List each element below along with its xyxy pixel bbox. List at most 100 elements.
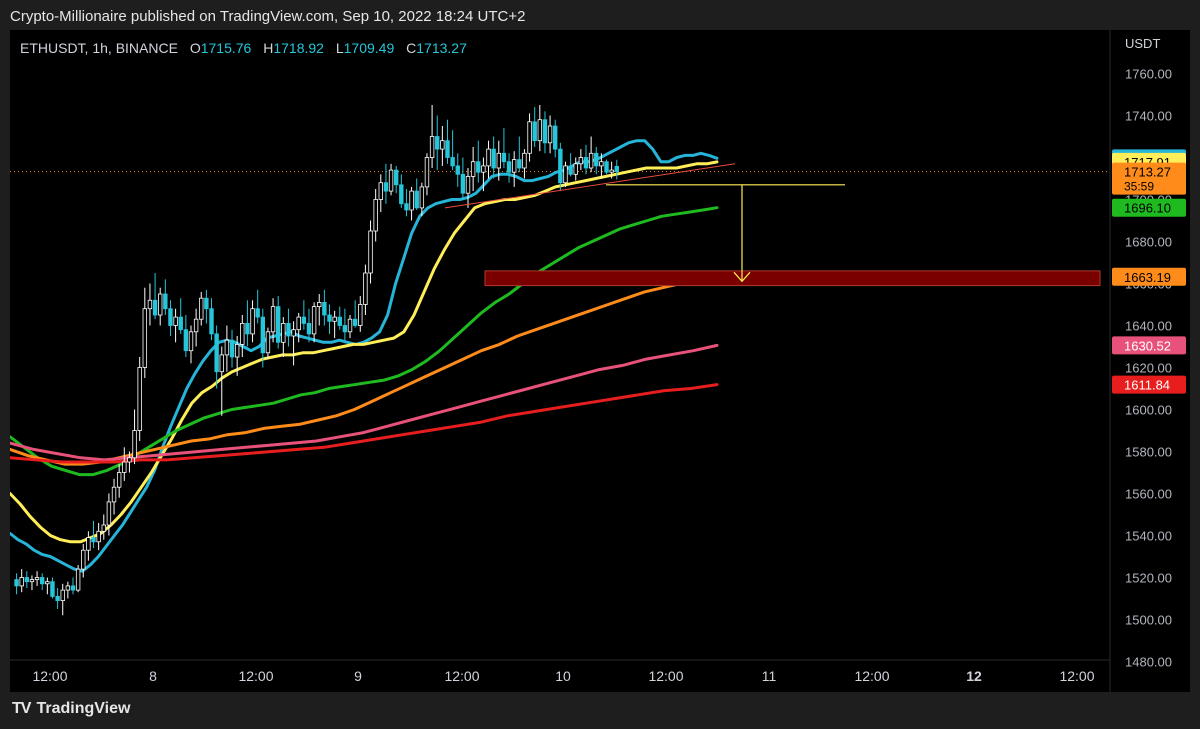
candle xyxy=(14,573,19,595)
candle xyxy=(214,325,219,389)
candle xyxy=(429,105,435,168)
candle-body xyxy=(563,165,568,184)
candle xyxy=(470,147,476,192)
high-value: 1718.92 xyxy=(273,40,324,56)
candle xyxy=(609,161,614,179)
candle-body xyxy=(132,430,137,459)
candle-body xyxy=(594,152,599,167)
ema-line-6 xyxy=(10,383,719,464)
candle xyxy=(460,157,466,200)
x-tick-label: 12:00 xyxy=(32,668,67,684)
candle-body xyxy=(414,190,419,209)
candle xyxy=(142,287,148,378)
candle xyxy=(178,298,183,334)
candle-body xyxy=(553,125,558,150)
candle xyxy=(219,346,224,416)
candle xyxy=(106,493,112,536)
candle-body xyxy=(399,184,404,205)
close-value: 1713.27 xyxy=(416,40,467,56)
candle xyxy=(476,140,481,183)
candle-body xyxy=(183,329,189,352)
candle-body xyxy=(55,596,60,602)
candle xyxy=(517,136,522,173)
candle xyxy=(40,573,45,591)
candle xyxy=(399,174,404,208)
price-label-6-bg xyxy=(1112,375,1186,394)
y-tick-label: 1740.00 xyxy=(1125,109,1172,124)
candle-body xyxy=(470,161,476,177)
y-tick-label: 1680.00 xyxy=(1125,235,1172,250)
candle xyxy=(542,111,548,154)
candle-body xyxy=(429,136,435,158)
candle xyxy=(286,308,291,347)
candle-body xyxy=(440,140,445,150)
candle-body xyxy=(14,579,19,587)
symbol-name[interactable]: ETHUSDT, 1h, BINANCE xyxy=(20,40,178,56)
candle xyxy=(414,178,419,210)
candle-body xyxy=(517,159,522,169)
price-label-3-bg xyxy=(1112,198,1186,217)
candle xyxy=(337,306,342,330)
candle-body xyxy=(476,161,481,173)
candle xyxy=(158,287,163,326)
candle-body xyxy=(404,203,409,211)
y-tick-label: 1760.00 xyxy=(1125,67,1172,82)
candle-body xyxy=(491,148,496,169)
tradingview-logo[interactable]: TV TradingView xyxy=(12,700,130,718)
low-label: L xyxy=(335,40,344,56)
candle xyxy=(455,153,460,187)
y-tick-label: 1600.00 xyxy=(1125,403,1172,418)
candle xyxy=(419,182,425,217)
candle xyxy=(127,451,132,473)
x-tick-label: 12 xyxy=(966,668,982,684)
candle-body xyxy=(245,322,250,335)
candle xyxy=(281,317,286,357)
candle-body xyxy=(455,165,460,175)
last-price-tag-bg xyxy=(1112,162,1186,195)
candle xyxy=(265,327,271,360)
candle-body xyxy=(383,182,389,192)
candle xyxy=(311,302,317,343)
candle-body xyxy=(81,549,86,570)
candle xyxy=(224,325,230,372)
candle xyxy=(24,571,30,588)
candle xyxy=(568,153,573,177)
candle xyxy=(270,298,276,343)
candle xyxy=(440,126,445,166)
high-label: H xyxy=(263,40,274,56)
candle xyxy=(29,575,35,591)
candle xyxy=(573,157,578,181)
candle-body xyxy=(496,152,501,169)
candle xyxy=(240,315,245,357)
candle-body xyxy=(609,169,614,173)
price-chart[interactable]: USDT 1480.00 1500.00 1520.00 1540.00 1560.00 1… xyxy=(10,30,1190,692)
candle-body xyxy=(522,152,527,169)
currency-label: USDT xyxy=(1125,36,1160,51)
candle xyxy=(481,157,486,192)
ema-line-4 xyxy=(10,275,719,466)
candle xyxy=(45,577,50,595)
candle-body xyxy=(506,161,512,173)
candle-body xyxy=(101,524,106,532)
y-tick-label: 1560.00 xyxy=(1125,487,1172,502)
candle-body xyxy=(204,297,209,310)
candle xyxy=(101,514,106,540)
candle-body xyxy=(50,581,55,597)
candle-body xyxy=(450,157,455,167)
candle-body xyxy=(163,293,168,310)
candle xyxy=(547,115,553,154)
candle xyxy=(275,296,281,349)
candle-body xyxy=(70,585,76,591)
candle xyxy=(322,289,327,326)
candle xyxy=(301,300,307,330)
candle-body xyxy=(573,163,578,175)
publish-caption: Crypto-Millionaire published on TradingV… xyxy=(10,8,526,25)
candle xyxy=(368,220,373,284)
price-label-4: 1663.19 xyxy=(1124,270,1171,285)
candle-body xyxy=(342,325,348,333)
candle-body xyxy=(614,166,619,173)
candle-body xyxy=(152,299,158,316)
candle-body xyxy=(486,148,491,167)
candle xyxy=(65,581,71,599)
candle-body xyxy=(558,148,563,184)
